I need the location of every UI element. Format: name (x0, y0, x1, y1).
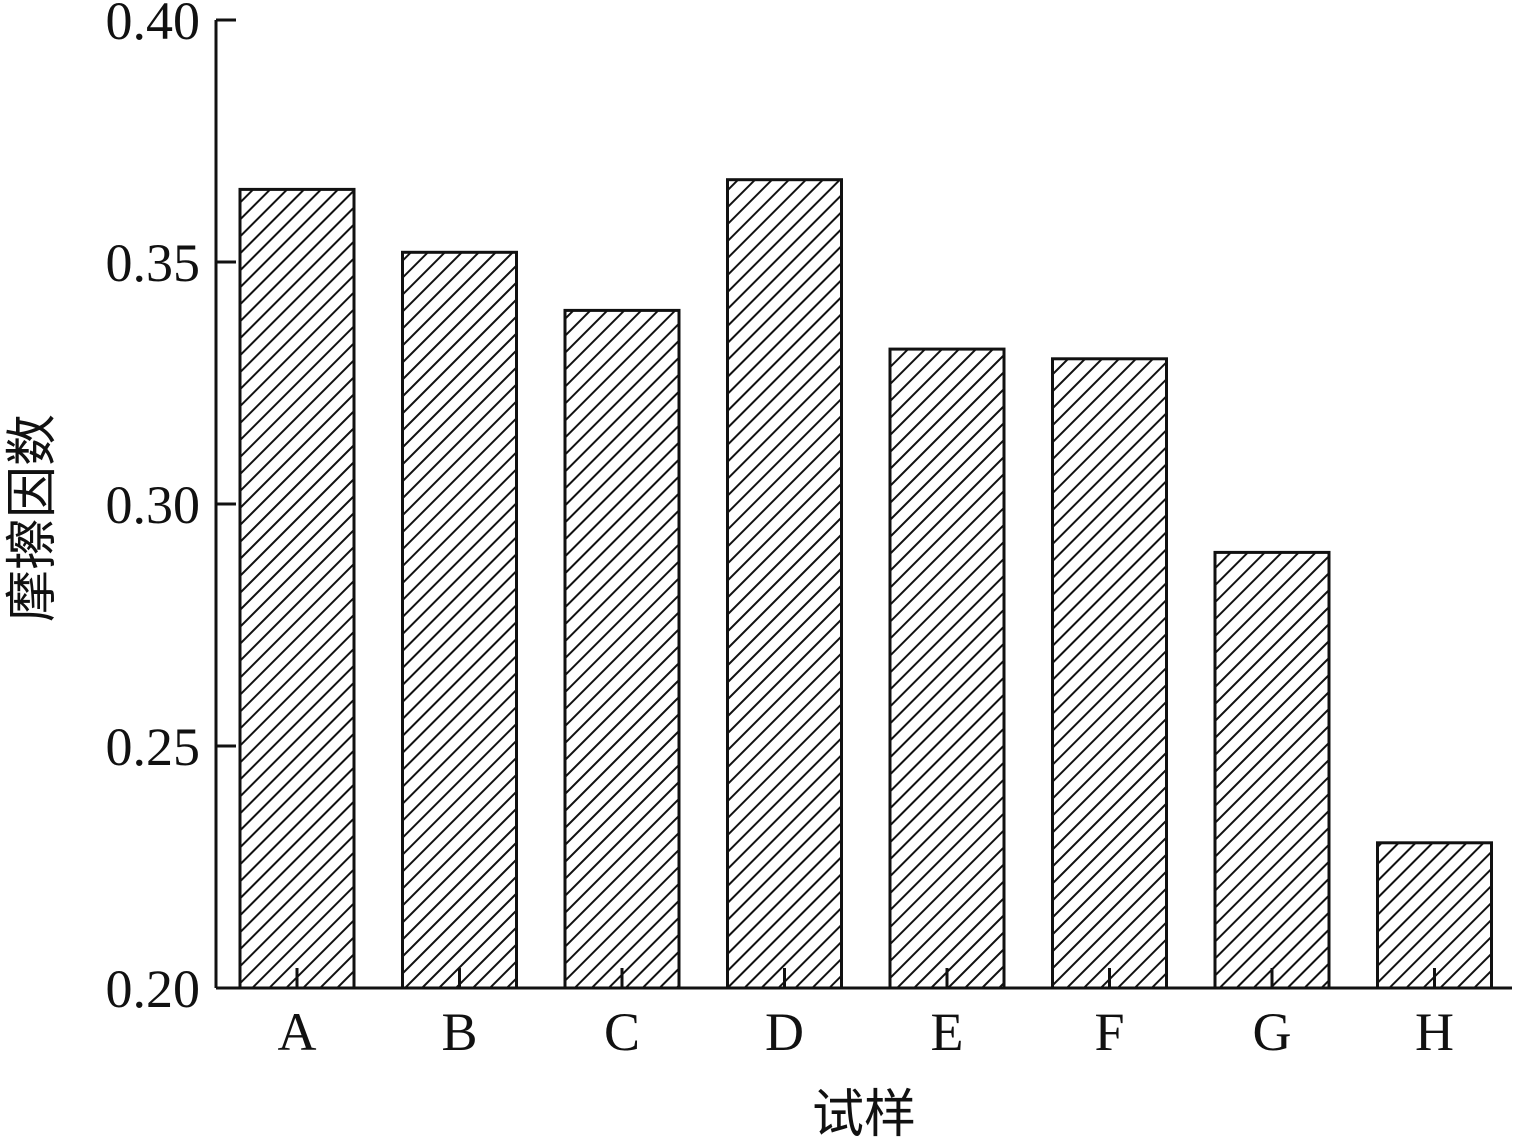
bar-g (1213, 550, 1331, 990)
y-tick-label: 0.25 (106, 717, 201, 777)
y-tick-label: 0.30 (106, 475, 201, 535)
bar-c (563, 308, 681, 990)
y-tick-label: 0.40 (106, 0, 201, 51)
bar-h (1376, 841, 1493, 990)
x-tick-label: G (1253, 1002, 1292, 1062)
bar-e (888, 347, 1006, 990)
x-tick-label: A (278, 1002, 317, 1062)
bar-d (726, 178, 843, 990)
bar-b (401, 250, 518, 990)
x-tick-label: C (604, 1002, 640, 1062)
bars-layer (238, 178, 1493, 990)
y-tick-label: 0.20 (106, 959, 201, 1019)
y-axis-title: 摩擦因数 (3, 414, 63, 622)
bar-f (1051, 357, 1168, 990)
x-ticks: A B C D E F G H (278, 968, 1454, 1062)
y-ticks: 0.20 0.25 0.30 0.35 0.40 (106, 0, 236, 1019)
x-axis-title: 试样 (812, 1085, 916, 1144)
y-tick-label: 0.35 (106, 233, 201, 293)
x-tick-label: H (1415, 1002, 1454, 1062)
bar-a (238, 187, 356, 990)
x-tick-label: E (931, 1002, 964, 1062)
x-tick-label: B (441, 1002, 477, 1062)
x-tick-label: D (765, 1002, 804, 1062)
x-tick-label: F (1094, 1002, 1124, 1062)
